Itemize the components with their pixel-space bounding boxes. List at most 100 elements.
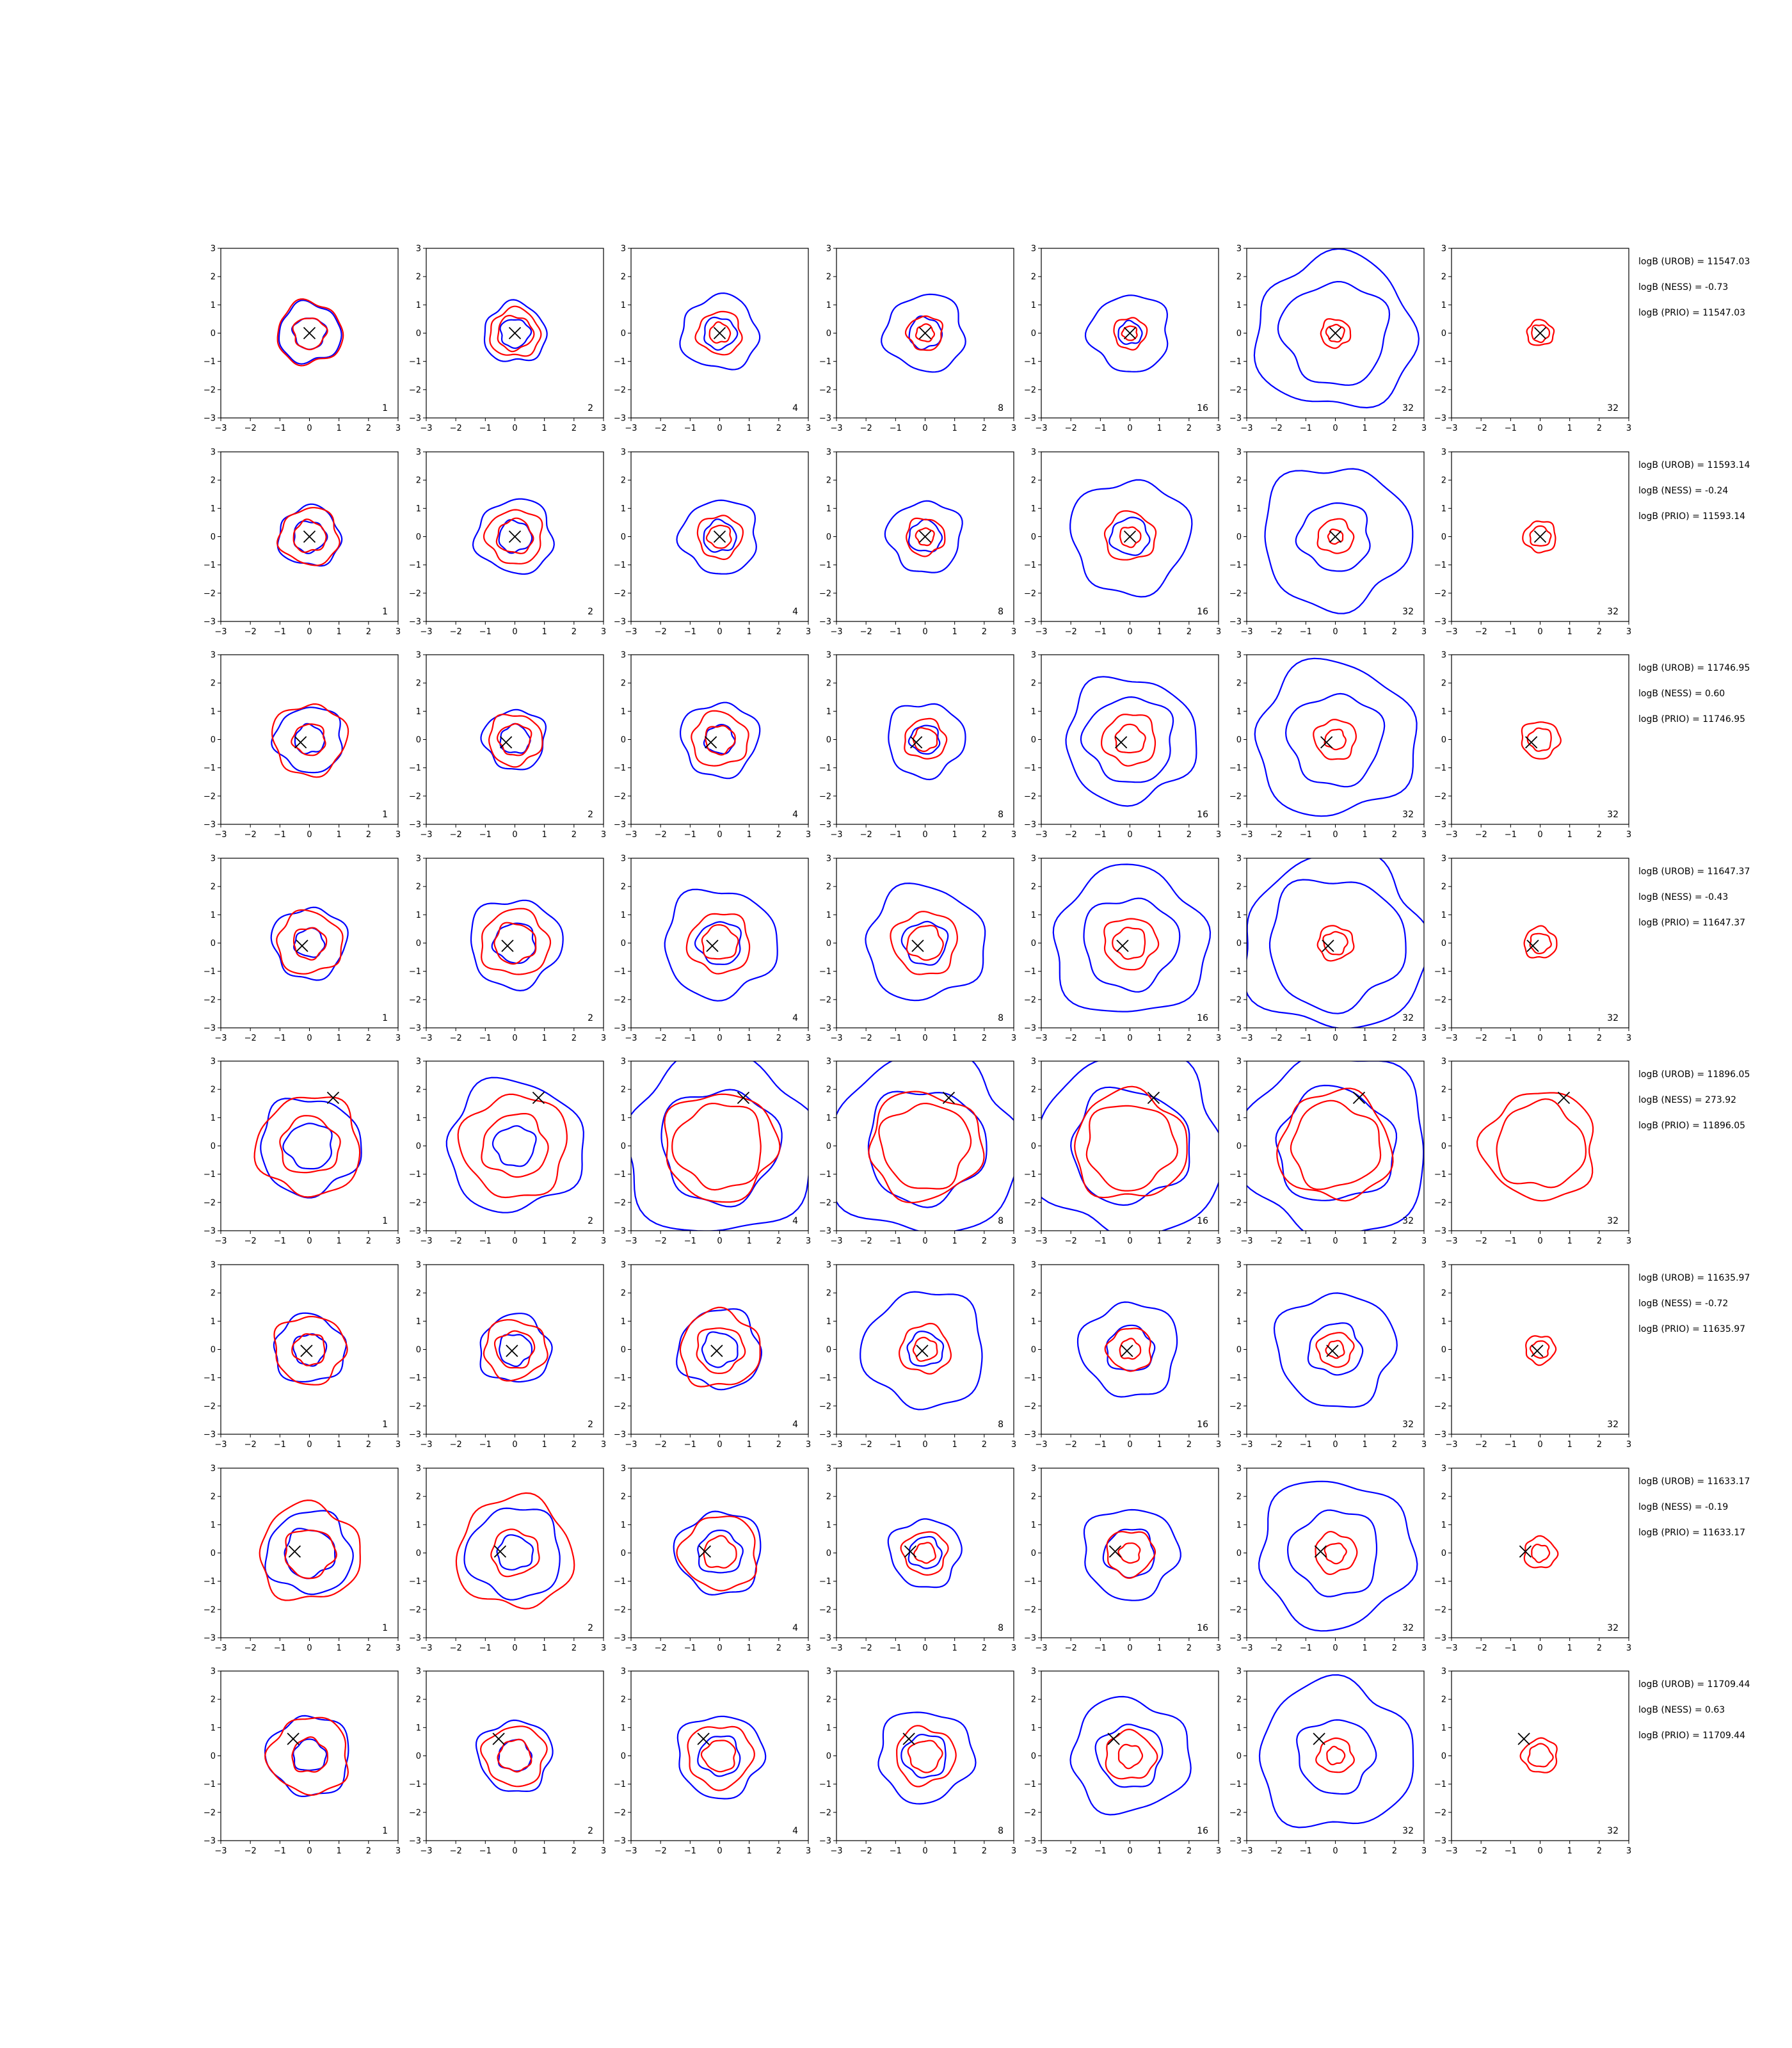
panel-annotation: 32 xyxy=(1607,607,1619,617)
x-tick-label: −2 xyxy=(450,627,462,637)
y-tick-label: 3 xyxy=(211,244,216,254)
x-tick-label: 1 xyxy=(1157,1034,1162,1043)
x-tick-label: −2 xyxy=(244,1846,257,1856)
x-tick-label: 1 xyxy=(747,1644,752,1653)
y-tick-label: −1 xyxy=(1024,561,1036,570)
x-tick-label: −1 xyxy=(684,424,696,433)
y-tick-label: 0 xyxy=(826,329,831,339)
x-tick-label: −3 xyxy=(1240,830,1252,840)
y-tick-label: 3 xyxy=(621,651,626,660)
blue-contour xyxy=(1076,1301,1178,1398)
y-tick-label: 2 xyxy=(621,1289,626,1299)
panel-annotation: 8 xyxy=(998,403,1004,413)
x-tick-label: 3 xyxy=(1216,1236,1221,1246)
y-tick-label: −2 xyxy=(614,995,626,1005)
y-tick-label: −2 xyxy=(614,385,626,395)
blue-contour xyxy=(1083,1508,1181,1601)
panel-annotation: 1 xyxy=(382,1420,388,1430)
x-tick-label: 1 xyxy=(1363,830,1368,840)
x-tick-label: −3 xyxy=(214,627,227,637)
blue-contour xyxy=(270,906,349,981)
blue-contour xyxy=(676,1308,763,1391)
x-tick-label: 0 xyxy=(717,1846,722,1856)
x-tick-label: −1 xyxy=(274,424,286,433)
y-tick-label: −1 xyxy=(1024,1373,1036,1383)
panel-annotation: 1 xyxy=(382,810,388,820)
x-tick-label: 3 xyxy=(1216,424,1221,433)
y-tick-label: 2 xyxy=(416,1289,421,1299)
y-tick-label: 2 xyxy=(1236,273,1242,282)
y-tick-label: −2 xyxy=(409,1402,421,1411)
y-tick-label: −3 xyxy=(1434,820,1446,830)
red-contour xyxy=(703,1535,737,1569)
x-tick-label: 2 xyxy=(1187,1236,1192,1246)
mode-marker xyxy=(705,736,717,749)
y-tick-label: 3 xyxy=(621,1057,626,1067)
subplot-r2-c7: −3 −2 −1 0 1 2 3 −3 −2 −1 0 1 2 3 32 xyxy=(1434,448,1631,637)
x-tick-label: 0 xyxy=(512,830,517,840)
red-contour xyxy=(1526,727,1552,752)
x-tick-label: −1 xyxy=(684,1644,696,1653)
x-tick-label: 1 xyxy=(747,1846,752,1856)
blue-contour xyxy=(887,1518,963,1588)
y-tick-label: −2 xyxy=(409,385,421,395)
x-tick-label: −2 xyxy=(1270,1644,1283,1653)
red-contour xyxy=(694,310,743,356)
x-tick-label: −2 xyxy=(1270,627,1283,637)
x-tick-label: 0 xyxy=(1127,424,1132,433)
x-tick-label: −1 xyxy=(274,1644,286,1653)
x-tick-label: 1 xyxy=(1157,627,1162,637)
y-tick-label: 2 xyxy=(621,883,626,892)
x-tick-label: 2 xyxy=(1392,627,1397,637)
x-tick-label: 0 xyxy=(1332,1236,1338,1246)
y-tick-label: −1 xyxy=(1024,967,1036,977)
y-tick-label: −1 xyxy=(204,764,216,773)
mode-marker xyxy=(911,940,924,952)
y-tick-label: −1 xyxy=(1229,1780,1242,1789)
plot-area xyxy=(475,1719,554,1793)
x-tick-label: −1 xyxy=(1300,1440,1312,1450)
blue-contour xyxy=(445,1076,584,1213)
x-tick-label: −2 xyxy=(655,1644,667,1653)
y-tick-label: −2 xyxy=(409,1808,421,1818)
x-tick-label: 3 xyxy=(1011,1034,1016,1043)
x-tick-label: 0 xyxy=(717,1236,722,1246)
x-tick-label: 1 xyxy=(1157,1440,1162,1450)
y-tick-label: 2 xyxy=(1031,273,1036,282)
blue-contour xyxy=(888,703,966,781)
x-tick-label: 2 xyxy=(572,1034,577,1043)
mode-marker xyxy=(713,530,726,543)
x-tick-label: −2 xyxy=(450,1440,462,1450)
y-tick-label: 1 xyxy=(1441,1521,1446,1530)
y-tick-label: 1 xyxy=(416,1114,421,1123)
x-tick-label: 3 xyxy=(1626,1440,1631,1450)
x-tick-label: 0 xyxy=(717,1644,722,1653)
x-tick-label: −2 xyxy=(450,1034,462,1043)
x-tick-label: 2 xyxy=(1597,1236,1602,1246)
y-tick-label: 2 xyxy=(1236,1085,1242,1095)
y-tick-label: 0 xyxy=(416,1549,421,1558)
panel-annotation: 8 xyxy=(998,1216,1004,1226)
y-tick-label: 1 xyxy=(1031,504,1036,514)
x-tick-label: −1 xyxy=(1505,1034,1517,1043)
plot-area xyxy=(1521,721,1562,760)
y-tick-label: −2 xyxy=(1434,1605,1446,1615)
y-tick-label: 3 xyxy=(826,448,831,458)
red-contour xyxy=(455,1492,575,1610)
axes-frame xyxy=(1246,1468,1425,1638)
x-tick-label: −3 xyxy=(1240,1644,1252,1653)
y-tick-label: 2 xyxy=(211,1492,216,1502)
y-tick-label: 1 xyxy=(416,1317,421,1327)
x-tick-label: −3 xyxy=(1240,1034,1252,1043)
red-contour xyxy=(913,1542,936,1564)
x-tick-label: 2 xyxy=(1597,1644,1602,1653)
panel-annotation: 4 xyxy=(792,1216,798,1226)
blue-contour xyxy=(697,1735,741,1777)
plot-area xyxy=(472,498,555,575)
y-tick-label: −2 xyxy=(204,385,216,395)
subplot-r6-c5: −3 −2 −1 0 1 2 3 −3 −2 −1 0 1 2 3 16 xyxy=(1024,1261,1221,1450)
y-tick-label: 0 xyxy=(1441,735,1446,745)
mode-marker xyxy=(706,940,719,952)
y-tick-label: −3 xyxy=(819,1024,831,1034)
